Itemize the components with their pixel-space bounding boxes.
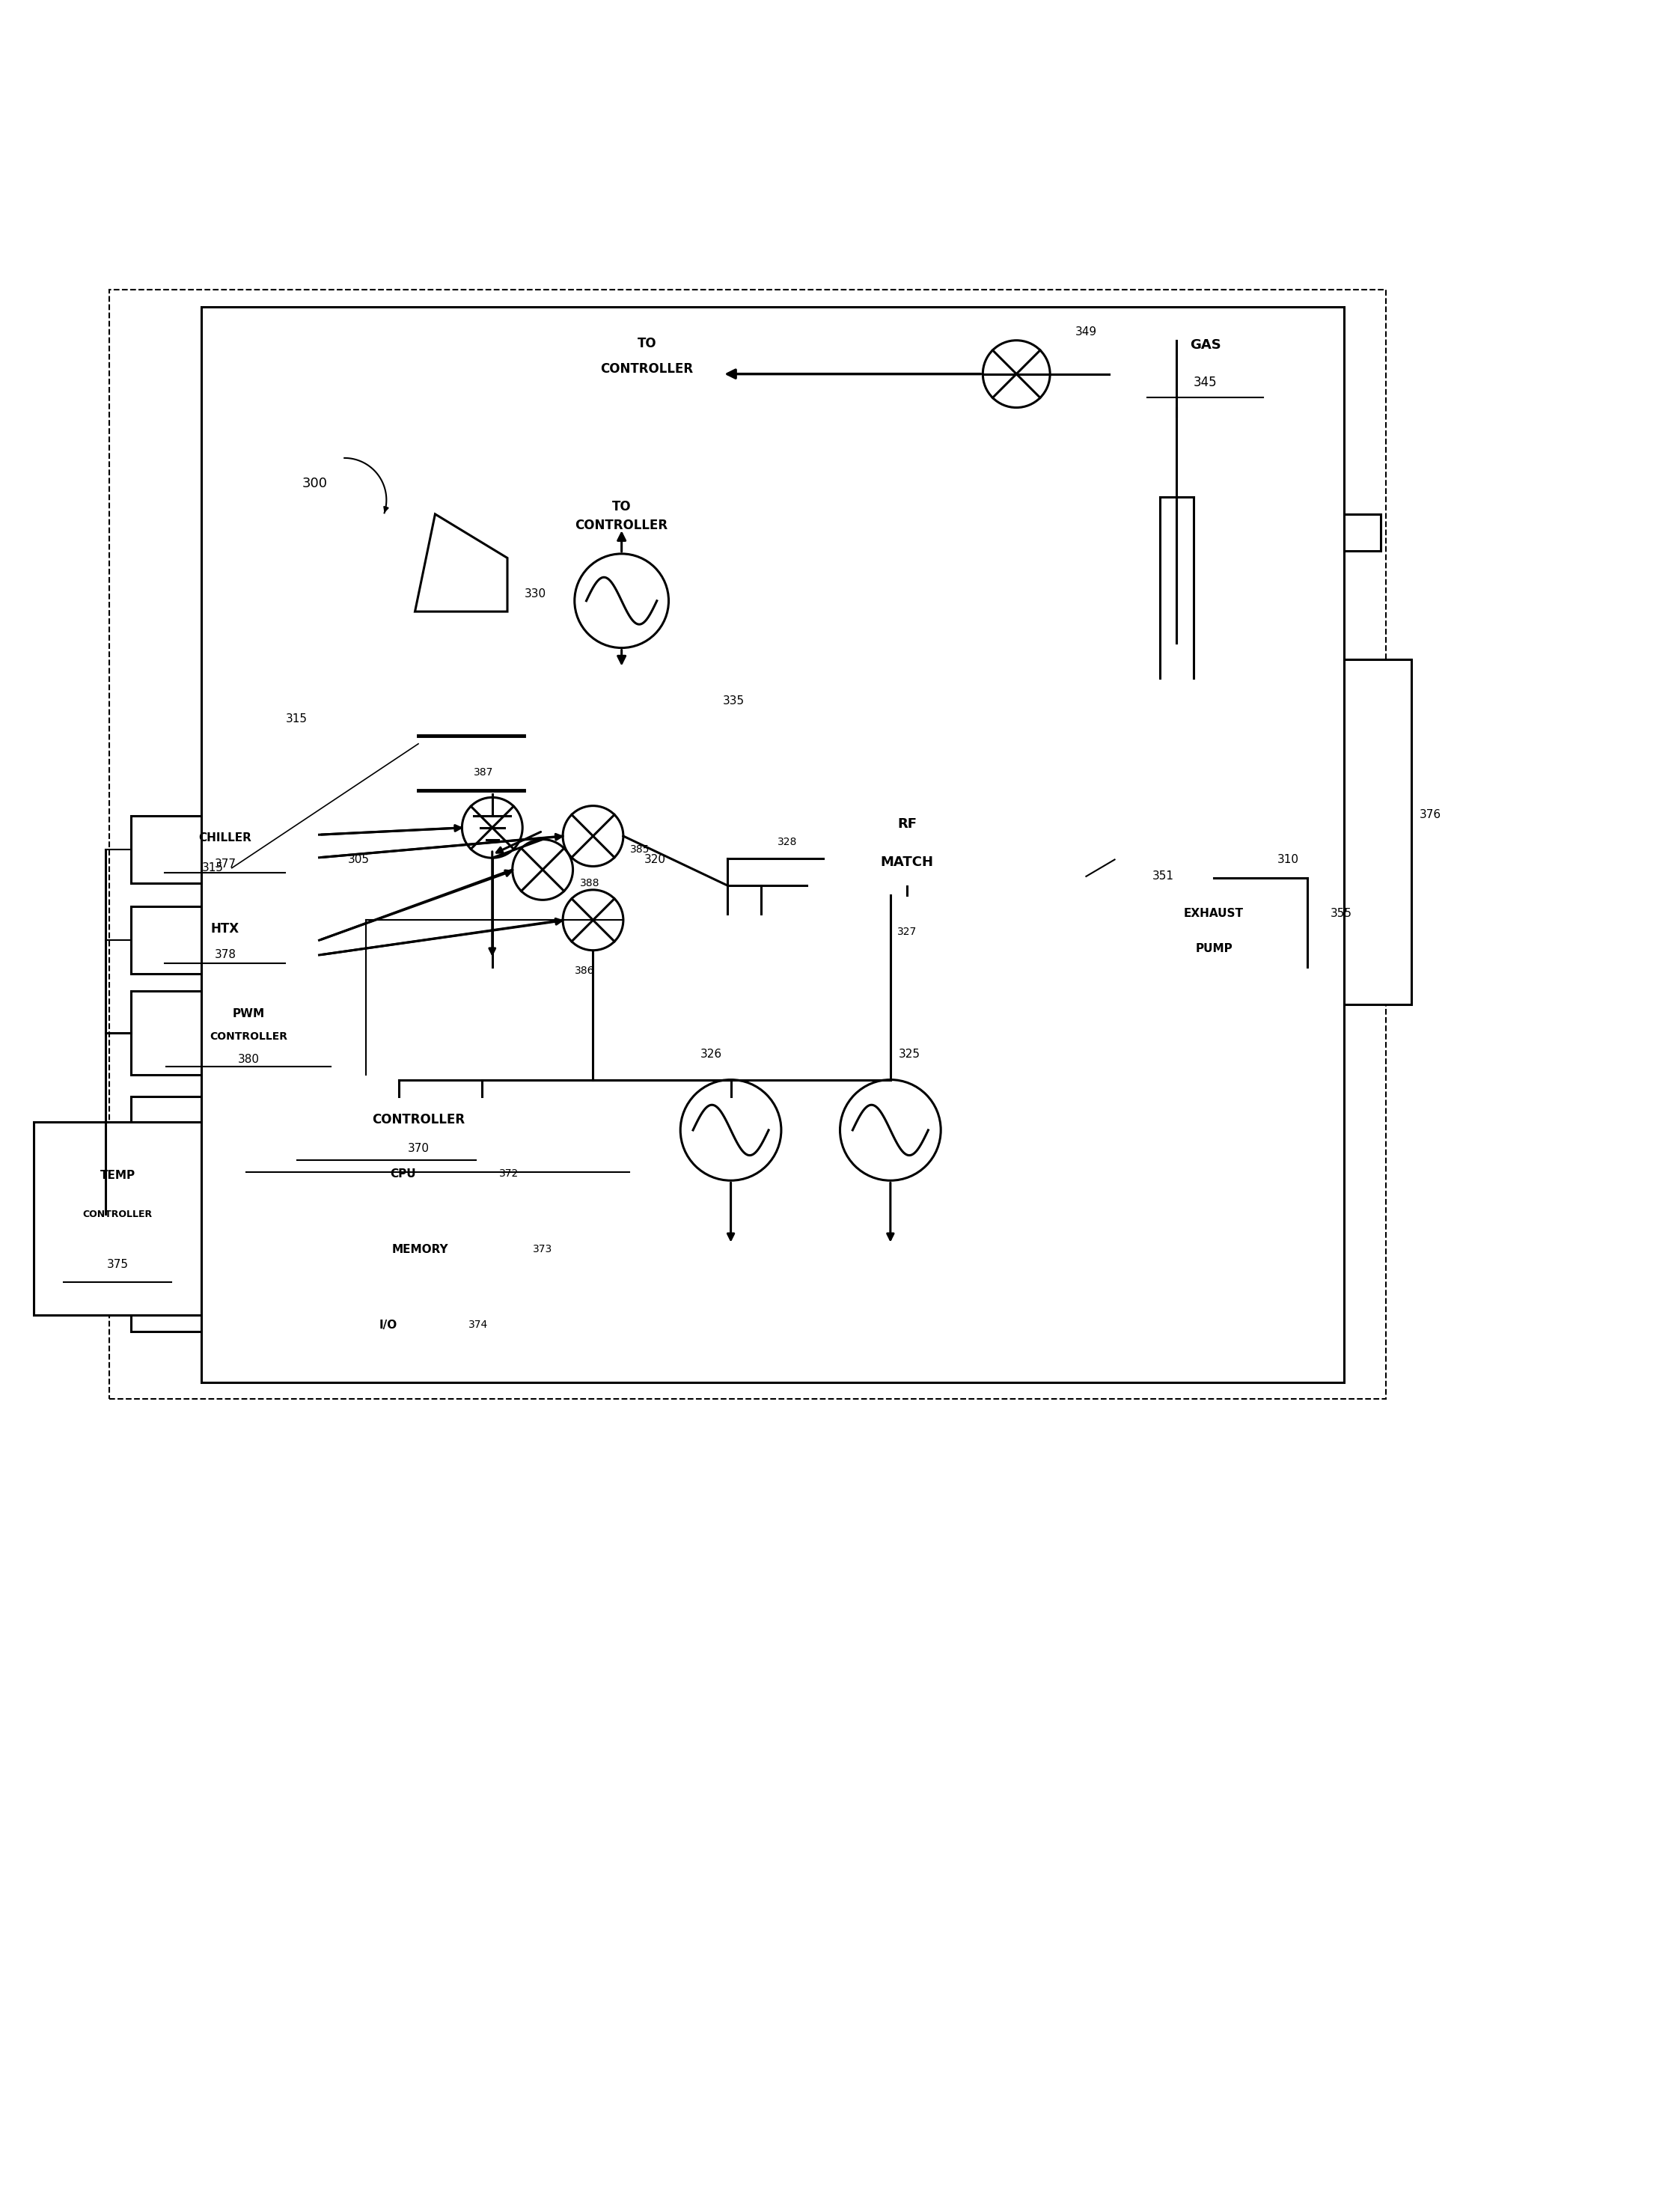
- Text: 370: 370: [408, 1143, 428, 1154]
- Text: 380: 380: [239, 1055, 259, 1066]
- Text: CONTROLLER: CONTROLLER: [575, 518, 669, 533]
- Text: CHILLER: CHILLER: [198, 833, 252, 844]
- Bar: [1016, 761, 1060, 921]
- Bar: [131, 991, 366, 1075]
- Bar: [766, 618, 820, 675]
- Text: CONTROLLER: CONTROLLER: [371, 1114, 465, 1127]
- Bar: [415, 612, 1307, 678]
- Text: 378: 378: [215, 950, 235, 961]
- Bar: [1307, 660, 1344, 1004]
- Bar: [202, 307, 1344, 1382]
- Text: 345: 345: [1193, 375, 1218, 390]
- Text: 372: 372: [499, 1169, 519, 1180]
- Bar: [131, 1096, 769, 1331]
- Bar: [696, 618, 749, 675]
- Bar: [1117, 877, 1310, 978]
- Bar: [907, 618, 961, 675]
- Bar: [1109, 311, 1302, 417]
- Text: I/O: I/O: [380, 1320, 396, 1331]
- Bar: [328, 1143, 479, 1206]
- Bar: [131, 906, 319, 974]
- Text: 375: 375: [108, 1259, 128, 1270]
- Bar: [378, 513, 533, 550]
- Bar: [34, 1121, 202, 1316]
- Bar: [415, 612, 1307, 678]
- Text: 315: 315: [286, 713, 307, 724]
- Text: 327: 327: [897, 928, 917, 936]
- Bar: [837, 618, 890, 675]
- Bar: [432, 895, 1089, 914]
- Text: 351: 351: [1152, 871, 1174, 882]
- Bar: [1218, 513, 1381, 550]
- Text: 335: 335: [722, 695, 744, 706]
- Bar: [432, 930, 1089, 967]
- Text: 386: 386: [575, 965, 595, 976]
- Bar: [109, 289, 1386, 1399]
- Bar: [378, 967, 1344, 1004]
- Bar: [432, 930, 1089, 967]
- Text: 310: 310: [1277, 853, 1299, 864]
- Text: PUMP: PUMP: [1194, 943, 1233, 954]
- Text: CPU: CPU: [390, 1169, 417, 1180]
- Text: 373: 373: [533, 1243, 553, 1254]
- Bar: [328, 1217, 512, 1281]
- Text: 349: 349: [1075, 327, 1097, 338]
- Text: EXHAUST: EXHAUST: [1184, 908, 1243, 919]
- Text: HTX: HTX: [212, 921, 239, 936]
- Bar: [131, 816, 319, 884]
- Bar: [378, 967, 1344, 1004]
- Text: 330: 330: [524, 588, 546, 599]
- Bar: [798, 785, 1016, 895]
- Text: 355: 355: [1331, 908, 1352, 919]
- Bar: [625, 618, 679, 675]
- Bar: [328, 1294, 449, 1357]
- Bar: [1307, 660, 1344, 1004]
- Text: 385: 385: [630, 844, 650, 855]
- Bar: [378, 660, 415, 1004]
- Bar: [978, 618, 1032, 675]
- Bar: [696, 618, 749, 675]
- Text: 374: 374: [469, 1320, 489, 1331]
- Bar: [1043, 842, 1136, 912]
- Bar: [1344, 660, 1411, 1004]
- Bar: [1048, 618, 1102, 675]
- Text: PWM: PWM: [232, 1009, 265, 1020]
- Bar: [378, 660, 1344, 1004]
- Text: MATCH: MATCH: [880, 855, 934, 868]
- Text: TEMP: TEMP: [101, 1171, 134, 1182]
- Text: GAS: GAS: [1189, 338, 1221, 351]
- Text: 326: 326: [701, 1048, 722, 1059]
- Bar: [1218, 513, 1381, 550]
- Text: MEMORY: MEMORY: [391, 1243, 449, 1254]
- Bar: [978, 618, 1032, 675]
- Text: CONTROLLER: CONTROLLER: [210, 1031, 287, 1042]
- Text: 388: 388: [580, 877, 600, 888]
- Bar: [378, 513, 533, 550]
- Text: 320: 320: [645, 853, 665, 864]
- Text: 315: 315: [202, 862, 223, 873]
- Bar: [907, 618, 961, 675]
- Text: 377: 377: [215, 860, 235, 871]
- Bar: [1048, 618, 1102, 675]
- Text: CONTROLLER: CONTROLLER: [82, 1211, 153, 1219]
- Text: 376: 376: [1420, 809, 1441, 820]
- Text: CONTROLLER: CONTROLLER: [600, 362, 694, 375]
- Bar: [766, 618, 820, 675]
- Bar: [1344, 660, 1411, 1004]
- Text: TO: TO: [637, 338, 657, 351]
- Bar: [1016, 761, 1060, 921]
- Text: 325: 325: [899, 1048, 921, 1059]
- Text: RF: RF: [897, 818, 917, 831]
- Text: 300: 300: [302, 476, 328, 489]
- Bar: [625, 618, 679, 675]
- Text: 328: 328: [778, 836, 798, 846]
- Text: 305: 305: [348, 853, 370, 864]
- Bar: [837, 618, 890, 675]
- Bar: [497, 914, 1023, 930]
- Text: 387: 387: [474, 768, 494, 779]
- Bar: [378, 660, 415, 1004]
- Text: TO: TO: [612, 500, 632, 513]
